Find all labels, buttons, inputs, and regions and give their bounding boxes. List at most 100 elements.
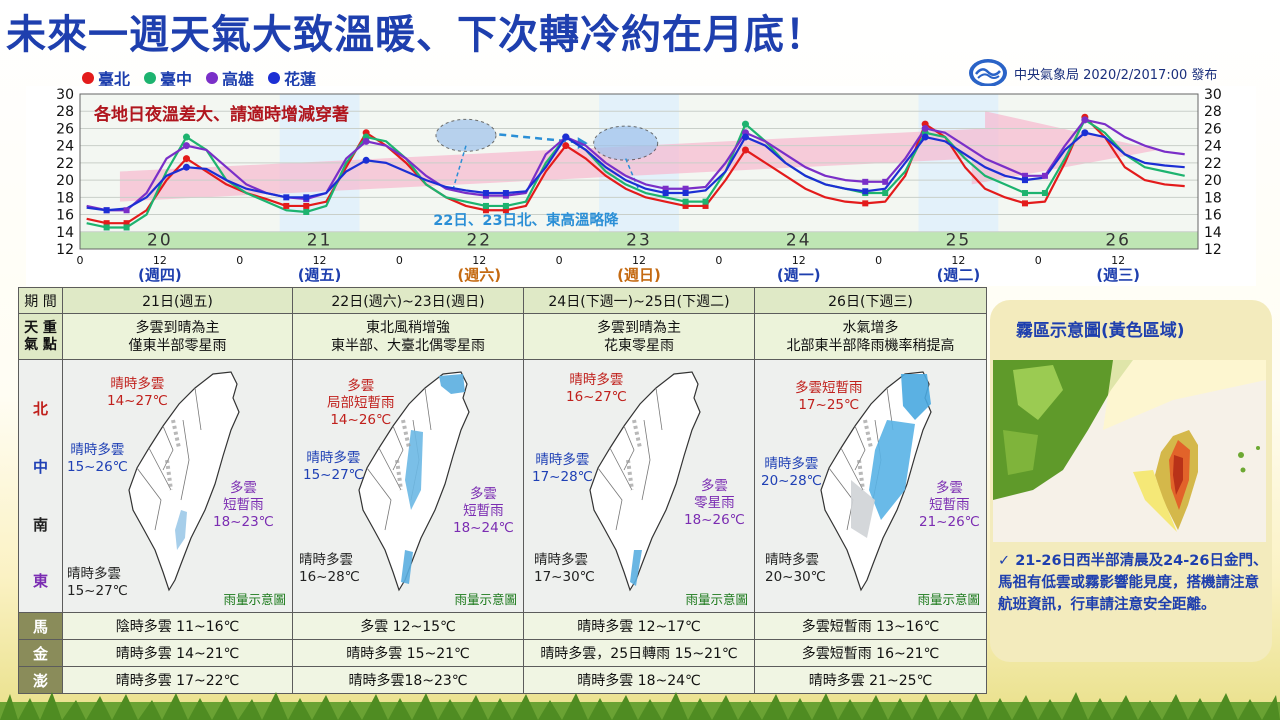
series-marker xyxy=(182,133,190,141)
taiwan-rain-map xyxy=(358,371,470,592)
series-marker xyxy=(182,142,190,150)
island-cell: 晴時多雲，25日轉雨 15~21℃ xyxy=(523,639,755,667)
legend-label: 花蓮 xyxy=(284,70,317,89)
feature-cell: 水氣增多 北部東半部降雨機率稍提高 xyxy=(754,313,987,360)
series-line-0 xyxy=(86,116,1185,225)
x-tick-label: 12 xyxy=(632,254,646,267)
plot-frame xyxy=(79,93,1199,250)
series-marker xyxy=(283,202,290,209)
series-marker xyxy=(303,208,310,215)
legend-label: 臺北 xyxy=(98,70,131,89)
highlight-ellipse xyxy=(435,118,497,152)
cloud-area xyxy=(857,419,873,491)
series-marker xyxy=(103,224,110,231)
island-cell: 晴時多雲 17~22℃ xyxy=(62,666,293,694)
y-tick-label-right: 20 xyxy=(1204,173,1222,189)
legend-item: 臺中 xyxy=(144,66,192,90)
series-marker xyxy=(1021,200,1028,207)
rain-area xyxy=(405,430,423,510)
series-marker xyxy=(103,207,110,214)
series-marker xyxy=(103,220,110,227)
date-strip xyxy=(80,231,1198,249)
y-tick-label-left: 12 xyxy=(56,242,74,258)
series-marker xyxy=(921,124,929,132)
series-marker xyxy=(682,185,689,192)
series-marker xyxy=(1021,172,1028,179)
fog-map-image xyxy=(993,360,1266,542)
north-forecast: 多雲短暫雨 17~25℃ xyxy=(795,380,863,413)
series-marker xyxy=(1021,190,1028,197)
series-marker xyxy=(123,220,130,227)
weekday-label: (週四) xyxy=(138,266,182,284)
central-forecast: 晴時多雲 15~27℃ xyxy=(303,450,364,483)
series-marker xyxy=(1081,129,1089,137)
feature-cell: 多雲到晴為主 僅東半部零星雨 xyxy=(62,313,293,360)
y-tick-label-left: 28 xyxy=(56,104,74,120)
island-cell: 晴時多雲 15~21℃ xyxy=(292,639,524,667)
series-marker xyxy=(1041,190,1048,197)
legend-dot-icon xyxy=(144,72,157,84)
series-marker xyxy=(182,163,190,171)
island-cell: 多雲短暫雨 16~21℃ xyxy=(754,639,987,667)
weekday-label: (週六) xyxy=(457,266,501,284)
legend-item: 花蓮 xyxy=(268,66,316,90)
legend-item: 臺北 xyxy=(82,66,130,90)
series-marker xyxy=(482,202,489,209)
legend-dot-icon xyxy=(268,72,281,84)
day-label: 25 xyxy=(946,231,972,251)
x-tick-label: 12 xyxy=(153,254,167,267)
page-title: 未來一週天氣大致溫暖、下次轉冷約在月底！ xyxy=(6,12,826,58)
callout-line xyxy=(451,145,467,191)
island-label-penghu: 澎 xyxy=(18,666,63,694)
y-tick-label-left: 16 xyxy=(56,208,74,224)
series-marker xyxy=(502,202,509,209)
y-tick-label-left: 14 xyxy=(56,225,74,241)
y-tick-label-left: 22 xyxy=(56,156,74,172)
series-marker xyxy=(283,194,290,201)
y-tick-label-right: 28 xyxy=(1204,104,1222,120)
county-borders xyxy=(366,387,432,531)
period-header: 22日(週六)~23日(週日) xyxy=(292,287,524,314)
series-marker xyxy=(662,190,669,197)
series-marker xyxy=(882,178,889,185)
taiwan-rain-map xyxy=(128,371,240,592)
region-south: 南 xyxy=(32,516,48,534)
south-east-forecast: 多雲 零星雨 18~26℃ xyxy=(684,478,745,528)
x-tick-label: 0 xyxy=(715,254,722,267)
dip-annotation: 22日、23日北、東高溫略降 xyxy=(433,211,619,229)
x-tick-label: 12 xyxy=(313,254,327,267)
cloud-area xyxy=(626,419,642,491)
y-tick-label-right: 22 xyxy=(1204,156,1222,172)
central-forecast: 晴時多雲 17~28℃ xyxy=(532,452,593,485)
feature-label: 天 重 氣 點 xyxy=(18,313,63,360)
legend-dot-icon xyxy=(82,72,94,84)
x-tick-label: 0 xyxy=(556,254,563,267)
south-east-forecast: 多雲 短暫雨 18~24℃ xyxy=(453,486,514,536)
central-forecast: 晴時多雲 20~28℃ xyxy=(761,456,822,489)
series-marker xyxy=(682,190,689,197)
period-header: 期 間 xyxy=(18,287,63,314)
rain-area xyxy=(851,480,875,538)
central-forecast: 晴時多雲 15~26℃ xyxy=(67,442,128,475)
y-tick-label-right: 24 xyxy=(1204,139,1222,155)
series-line-3 xyxy=(86,131,1185,212)
taiwan-rain-map xyxy=(589,371,701,592)
rain-area xyxy=(439,374,465,394)
rain-map-note: 雨量示意圖 xyxy=(685,592,748,607)
legend-item: 高雄 xyxy=(206,66,254,90)
east-forecast: 晴時多雲 16~28℃ xyxy=(299,552,360,585)
series-marker xyxy=(182,155,190,163)
series-marker xyxy=(1081,116,1089,124)
y-tick-label-left: 18 xyxy=(56,190,74,206)
grass-decoration xyxy=(0,692,1280,720)
island-cell: 多雲 12~15℃ xyxy=(292,612,524,640)
taiwan-outline xyxy=(589,371,701,592)
period-header: 21日(週五) xyxy=(62,287,293,314)
weekday-label: (週三) xyxy=(1096,266,1140,284)
region-central: 中 xyxy=(32,458,48,476)
y-tick-label-right: 14 xyxy=(1204,225,1222,241)
forecast-map-cell: 晴時多雲 14~27℃ 晴時多雲 15~26℃ 多雲 短暫雨 18~23℃ 晴時多雲 … xyxy=(62,359,293,613)
y-tick-label-left: 26 xyxy=(56,121,74,137)
series-marker xyxy=(562,142,570,150)
